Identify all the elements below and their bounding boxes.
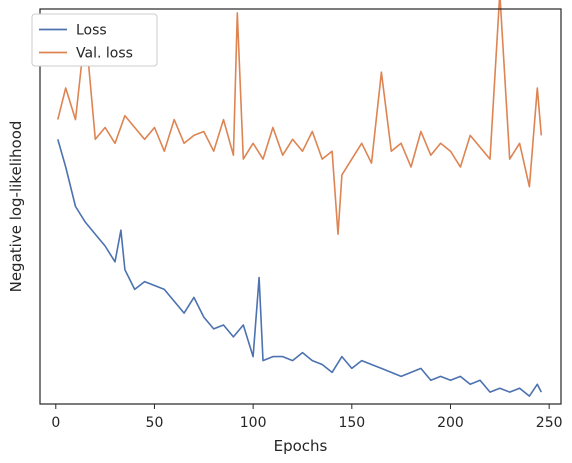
legend-label-loss: Loss xyxy=(76,23,107,39)
x-tick-label: 150 xyxy=(338,415,365,431)
legend-label-val-loss: Val. loss xyxy=(76,46,133,62)
x-tick-label: 250 xyxy=(536,415,563,431)
plot-frame xyxy=(39,8,562,405)
y-axis-label: Negative log-likelihood xyxy=(7,121,25,293)
x-tick-label: 0 xyxy=(51,415,60,431)
x-tick-label: 200 xyxy=(437,415,464,431)
x-ticks: 0 50 100 150 200 250 xyxy=(51,404,563,431)
x-axis-label: Epochs xyxy=(274,437,328,455)
legend: Loss Val. loss xyxy=(31,13,158,67)
x-tick-label: 100 xyxy=(240,415,267,431)
x-tick-label: 50 xyxy=(146,415,164,431)
series-line-loss xyxy=(57,139,543,397)
series-line-val-loss xyxy=(57,0,543,235)
series-layer xyxy=(57,0,543,397)
